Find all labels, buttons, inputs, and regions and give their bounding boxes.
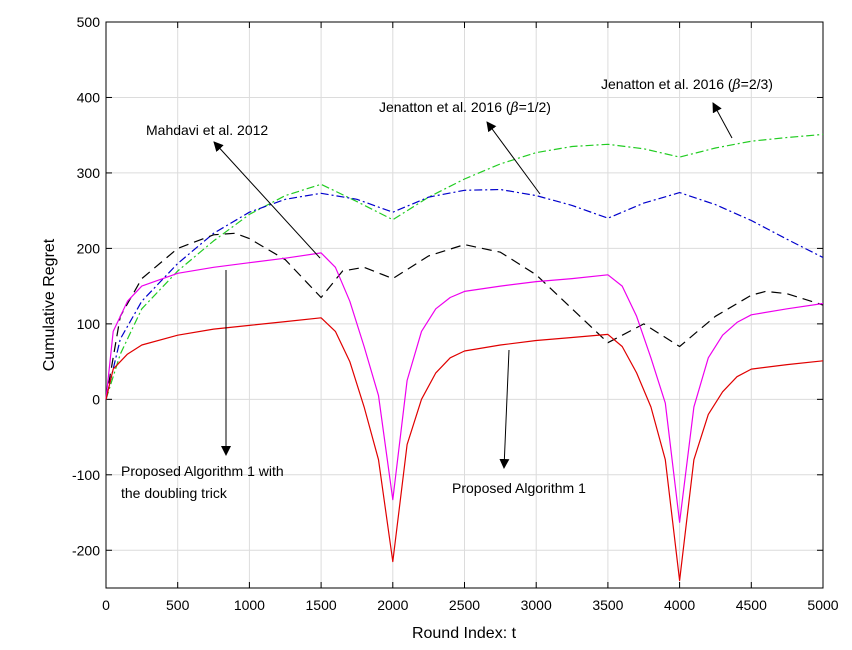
annotation-jenatton-two-thirds-arrow — [712, 102, 733, 139]
x-tick-label: 2000 — [377, 597, 408, 613]
y-tick-label: -200 — [72, 542, 100, 558]
y-tick-label: 400 — [77, 89, 101, 105]
x-ticks: 0 500 1000 1500 2000 2500 3000 3500 4000 4500 5000 — [102, 22, 839, 613]
series-line-blue-dashdot — [105, 188, 824, 400]
annotation-proposed-doubling-line1: Proposed Algorithm 1 with — [121, 463, 284, 479]
x-tick-label: 3500 — [592, 597, 623, 613]
x-tick-label: 4500 — [736, 597, 767, 613]
x-tick-label: 2500 — [449, 597, 480, 613]
series-line-green-dashdot — [105, 133, 824, 400]
series-line-magenta-solid — [105, 252, 824, 523]
annotation-jenatton-half: Jenatton et al. 2016 (β=1/2) — [379, 99, 551, 116]
x-axis-label: Round Index: t — [412, 625, 517, 642]
y-axis-label: Cumulative Regret — [41, 238, 58, 371]
x-tick-label: 1000 — [234, 597, 265, 613]
x-tick-label: 5000 — [807, 597, 838, 613]
series-line-black-dashed — [105, 232, 824, 400]
y-tick-label: 200 — [77, 240, 101, 256]
y-tick-label: 500 — [77, 14, 101, 30]
x-tick-label: 3000 — [521, 597, 552, 613]
y-tick-label: 0 — [92, 391, 100, 407]
x-tick-label: 1500 — [306, 597, 337, 613]
x-tick-label: 4000 — [664, 597, 695, 613]
annotation-proposed-doubling-line2: the doubling trick — [121, 485, 228, 501]
y-tick-label: 300 — [77, 165, 101, 181]
series-layer — [105, 133, 824, 582]
series-line-red-solid — [105, 317, 824, 582]
annotation-jenatton-half-arrow — [486, 121, 541, 195]
x-tick-label: 0 — [102, 597, 110, 613]
annotation-mahdavi-arrow — [213, 141, 321, 259]
y-ticks: -200 -100 0 100 200 300 400 500 — [72, 14, 823, 558]
annotation-jenatton-two-thirds: Jenatton et al. 2016 (β=2/3) — [601, 76, 773, 93]
annotation-proposed-arrow — [499, 349, 510, 469]
y-tick-label: -100 — [72, 467, 100, 483]
x-tick-label: 500 — [166, 597, 190, 613]
y-tick-label: 100 — [77, 316, 101, 332]
annotation-proposed: Proposed Algorithm 1 — [452, 480, 586, 496]
annotation-mahdavi: Mahdavi et al. 2012 — [146, 122, 268, 138]
